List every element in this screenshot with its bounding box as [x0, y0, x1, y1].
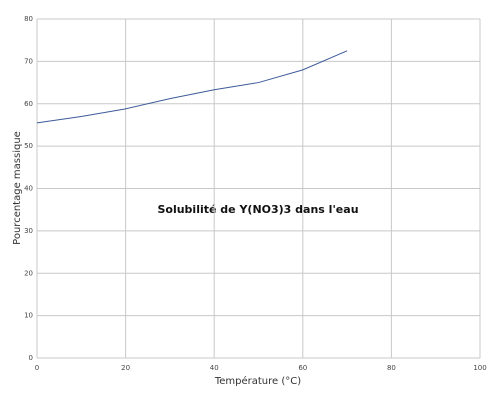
x-tick-label: 40: [210, 364, 219, 372]
data-line: [36, 50, 348, 124]
y-tick-label: 40: [24, 185, 33, 193]
y-tick-label: 80: [24, 15, 33, 23]
y-axis-label: Pourcentage massique: [12, 131, 23, 245]
x-tick-label: 0: [35, 364, 39, 372]
y-tick-label: 20: [24, 269, 33, 277]
y-tick-label: 70: [24, 57, 33, 65]
y-tick-label: 50: [24, 142, 33, 150]
chart-title: Solubilité de Y(NO3)3 dans l'eau: [157, 203, 358, 216]
y-tick-label: 30: [24, 227, 33, 235]
y-tick-label: 60: [24, 100, 33, 108]
x-tick-label: 60: [298, 364, 307, 372]
y-tick-label: 0: [29, 354, 33, 362]
y-tick-label: 10: [24, 312, 33, 320]
x-tick-label: 20: [121, 364, 130, 372]
x-tick-label: 100: [473, 364, 486, 372]
x-tick-label: 80: [387, 364, 396, 372]
x-axis-label: Température (°C): [214, 375, 301, 387]
